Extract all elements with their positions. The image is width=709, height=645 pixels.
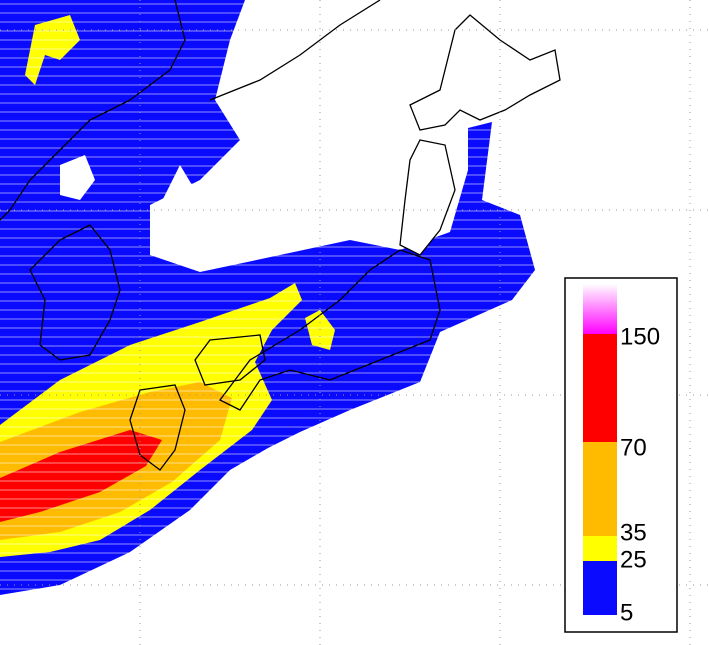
legend-band (583, 536, 617, 561)
island (399, 139, 456, 256)
legend-band (583, 561, 617, 615)
legend-band (583, 442, 617, 536)
coastline (29, 224, 121, 361)
legend-label: 150 (620, 323, 660, 350)
legend-label: 70 (620, 434, 647, 461)
island (194, 334, 266, 386)
island (219, 249, 441, 411)
coastlines (0, 0, 561, 471)
coastline (209, 0, 381, 101)
legend-band (583, 334, 617, 442)
island (409, 14, 561, 131)
island (129, 384, 186, 471)
legend-label: 5 (620, 599, 633, 626)
legend-label: 25 (620, 546, 647, 573)
gap (160, 165, 215, 210)
legend-label: 35 (620, 519, 647, 546)
coastline (0, 0, 186, 221)
legend-band-top (583, 284, 617, 334)
